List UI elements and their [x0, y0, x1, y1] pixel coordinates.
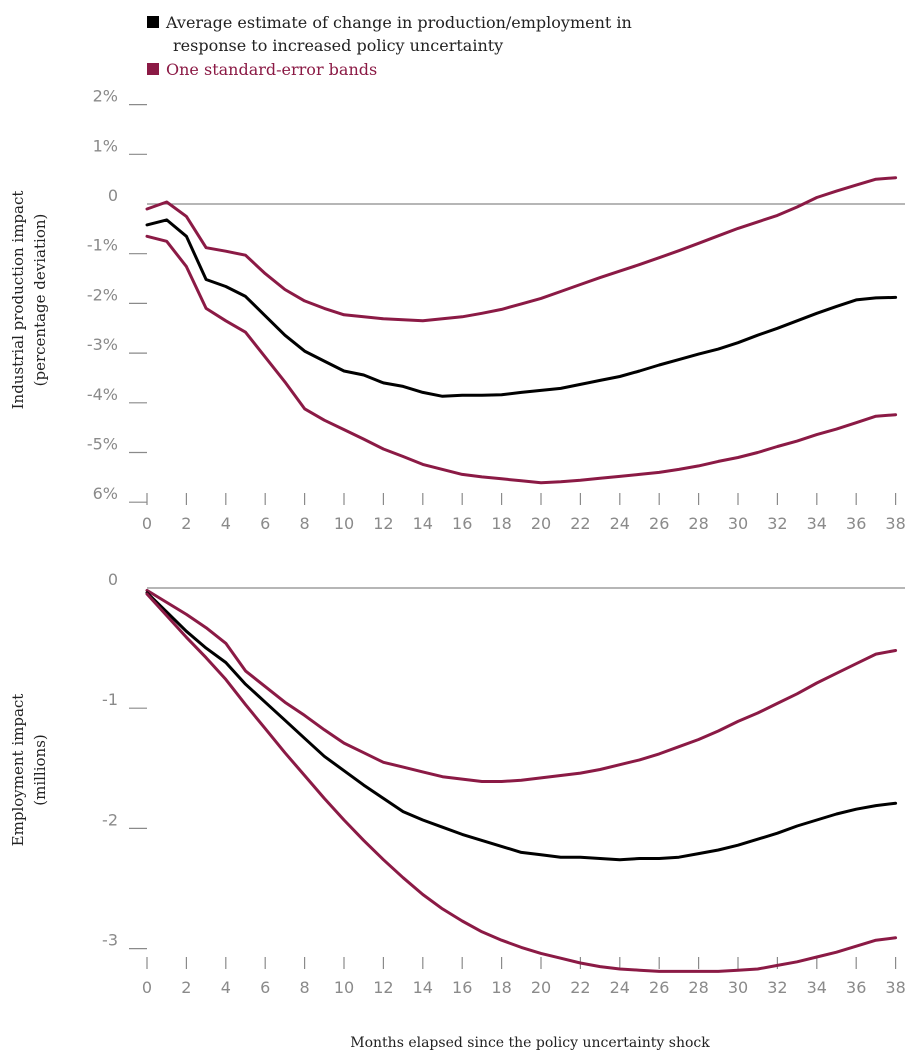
plot-area-top — [145, 176, 905, 485]
y-tick-label: 0 — [108, 570, 118, 589]
x-tick-label: 14 — [413, 978, 433, 997]
x-tick-label: 2 — [181, 978, 191, 997]
top-panel: Industrial production impact (percentage… — [9, 87, 905, 533]
x-axis-top: 0 2 4 6 8 10 12 14 16 18 20 22 24 26 28 30 32 34 36 38 — [142, 493, 905, 533]
x-tick-label: 36 — [846, 978, 866, 997]
y-tick-label: -3 — [102, 931, 118, 950]
x-tick-label: 8 — [300, 978, 310, 997]
y-tick-label: 0 — [108, 186, 118, 205]
x-tick-label: 28 — [688, 514, 708, 533]
x-tick-label: 16 — [452, 514, 472, 533]
x-tick-label: 22 — [570, 978, 590, 997]
x-tick-label: 28 — [688, 978, 708, 997]
legend-mean-label-cont: response to increased policy uncertainty — [173, 36, 503, 55]
x-tick-label: 34 — [807, 514, 827, 533]
x-axis-bottom: 0 2 4 6 8 10 12 14 16 18 20 22 24 26 28 30 32 34 36 38 — [142, 957, 905, 997]
series-line-mean — [145, 591, 898, 862]
x-tick-label: 24 — [610, 514, 630, 533]
y-axis-title-bottom-cont: (millions) — [31, 734, 49, 806]
legend-band-label: One standard-error bands — [166, 60, 377, 79]
x-tick-label: 26 — [649, 514, 669, 533]
x-tick-label: 4 — [221, 978, 231, 997]
x-tick-label: 12 — [373, 978, 393, 997]
plot-area-bottom — [145, 587, 905, 973]
series-line-lower-band — [145, 592, 898, 973]
y-tick-label: -2 — [102, 810, 118, 829]
y-tick-label: -1 — [102, 690, 118, 709]
legend-mean-label: Average estimate of change in production… — [165, 13, 632, 32]
x-tick-label: 6 — [260, 514, 270, 533]
y-tick-label: -1% — [87, 236, 118, 255]
x-tick-label: 20 — [531, 978, 551, 997]
x-tick-label: 10 — [334, 978, 354, 997]
x-tick-label: 22 — [570, 514, 590, 533]
x-tick-label: 32 — [767, 978, 787, 997]
x-tick-label: 8 — [300, 514, 310, 533]
x-tick-label: 38 — [885, 978, 905, 997]
x-tick-label: 24 — [610, 978, 630, 997]
x-tick-label: 4 — [221, 514, 231, 533]
legend-band-swatch — [147, 63, 159, 75]
series-line-upper-band — [145, 176, 898, 323]
y-tick-label: 1% — [93, 136, 118, 155]
y-axis-title-top: Industrial production impact — [9, 191, 27, 410]
y-tick-label: 2% — [93, 87, 118, 106]
x-axis-title: Months elapsed since the policy uncertai… — [350, 1035, 710, 1051]
x-tick-label: 0 — [142, 978, 152, 997]
x-tick-label: 30 — [728, 514, 748, 533]
x-tick-label: 36 — [846, 514, 866, 533]
x-tick-label: 38 — [885, 514, 905, 533]
y-axis-bottom: 0 -1 -2 -3 — [102, 570, 147, 950]
x-tick-label: 0 — [142, 514, 152, 533]
x-tick-label: 20 — [531, 514, 551, 533]
y-tick-label: -2% — [87, 285, 118, 304]
x-tick-label: 12 — [373, 514, 393, 533]
y-tick-label: -4% — [87, 385, 118, 404]
y-axis-title-top-cont: (percentage deviation) — [31, 214, 49, 387]
series-line-lower-band — [145, 234, 898, 485]
series-line-upper-band — [145, 588, 898, 783]
y-axis-title-bottom: Employment impact — [9, 694, 27, 847]
y-axis-top: 2% 1% 0 -1% -2% -3% -4% -5% 6% — [87, 87, 147, 503]
y-tick-label: -5% — [87, 435, 118, 454]
x-tick-label: 2 — [181, 514, 191, 533]
x-tick-label: 16 — [452, 978, 472, 997]
x-tick-label: 32 — [767, 514, 787, 533]
x-tick-label: 18 — [491, 514, 511, 533]
legend-mean-swatch — [147, 16, 159, 28]
legend: Average estimate of change in production… — [147, 13, 632, 79]
x-tick-label: 18 — [491, 978, 511, 997]
y-tick-label: 6% — [93, 484, 118, 503]
x-tick-label: 14 — [413, 514, 433, 533]
x-tick-label: 10 — [334, 514, 354, 533]
y-tick-label: -3% — [87, 335, 118, 354]
x-tick-label: 26 — [649, 978, 669, 997]
x-tick-label: 34 — [807, 978, 827, 997]
series-line-mean — [145, 218, 898, 398]
x-tick-label: 6 — [260, 978, 270, 997]
x-tick-label: 30 — [728, 978, 748, 997]
